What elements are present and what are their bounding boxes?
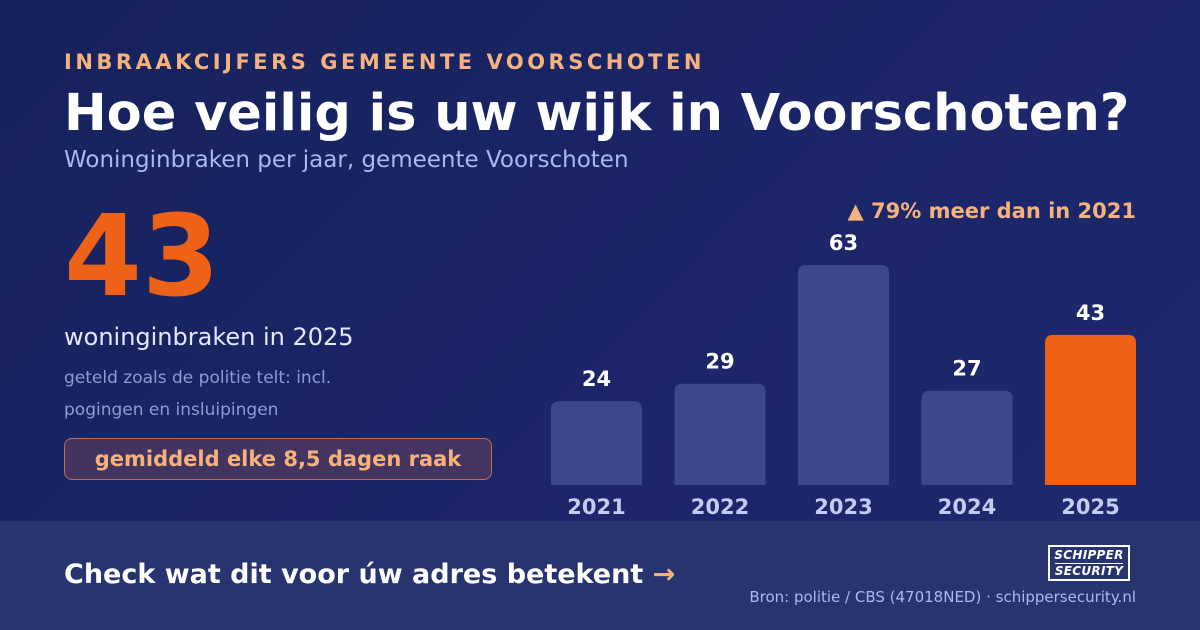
eyebrow: INBRAAKCIJFERS GEMEENTE VOORSCHOTEN [64, 50, 705, 74]
value-label-2021: 24 [582, 367, 611, 391]
page-subtitle: Woninginbraken per jaar, gemeente Voorsc… [64, 147, 629, 173]
category-label-2021: 2021 [567, 495, 625, 519]
value-label-2025: 43 [1076, 301, 1105, 325]
value-label-2024: 27 [952, 357, 981, 381]
frequency-pill: gemiddeld elke 8,5 dagen raak [64, 438, 492, 480]
stat-caption: woninginbraken in 2025 [64, 323, 354, 351]
logo-line-1: SCHIPPER [1054, 547, 1124, 562]
category-label-2023: 2023 [814, 495, 872, 519]
page-title: Hoe veilig is uw wijk in Voorschoten? [64, 84, 1130, 143]
big-stat-number: 43 [64, 192, 220, 322]
category-label-2022: 2022 [691, 495, 749, 519]
cta-text: Check wat dit voor úw adres betekent [64, 559, 644, 590]
brand-logo: SCHIPPER SECURITY [1048, 545, 1130, 581]
bar-2023 [798, 265, 889, 485]
bar-2022 [674, 383, 766, 485]
bar-2024 [921, 390, 1013, 485]
arrow-right-icon: → [652, 559, 676, 590]
stat-note: geteld zoals de politie telt: incl. pogi… [64, 368, 332, 420]
source-note: Bron: politie / CBS (47018NED) · schippe… [749, 588, 1136, 606]
cta-link[interactable]: Check wat dit voor úw adres betekent → [64, 559, 675, 590]
bar-2021 [551, 401, 642, 485]
logo-line-2: SECURITY [1054, 562, 1124, 578]
footer-bar: Check wat dit voor úw adres betekent → S… [0, 521, 1200, 630]
category-label-2024: 2024 [938, 495, 996, 519]
value-label-2022: 29 [705, 350, 734, 374]
bar-2025 [1045, 334, 1136, 485]
value-label-2023: 63 [829, 231, 858, 255]
change-annotation: ▲ 79% meer dan in 2021 [847, 199, 1136, 223]
category-label-2025: 2025 [1061, 495, 1119, 519]
